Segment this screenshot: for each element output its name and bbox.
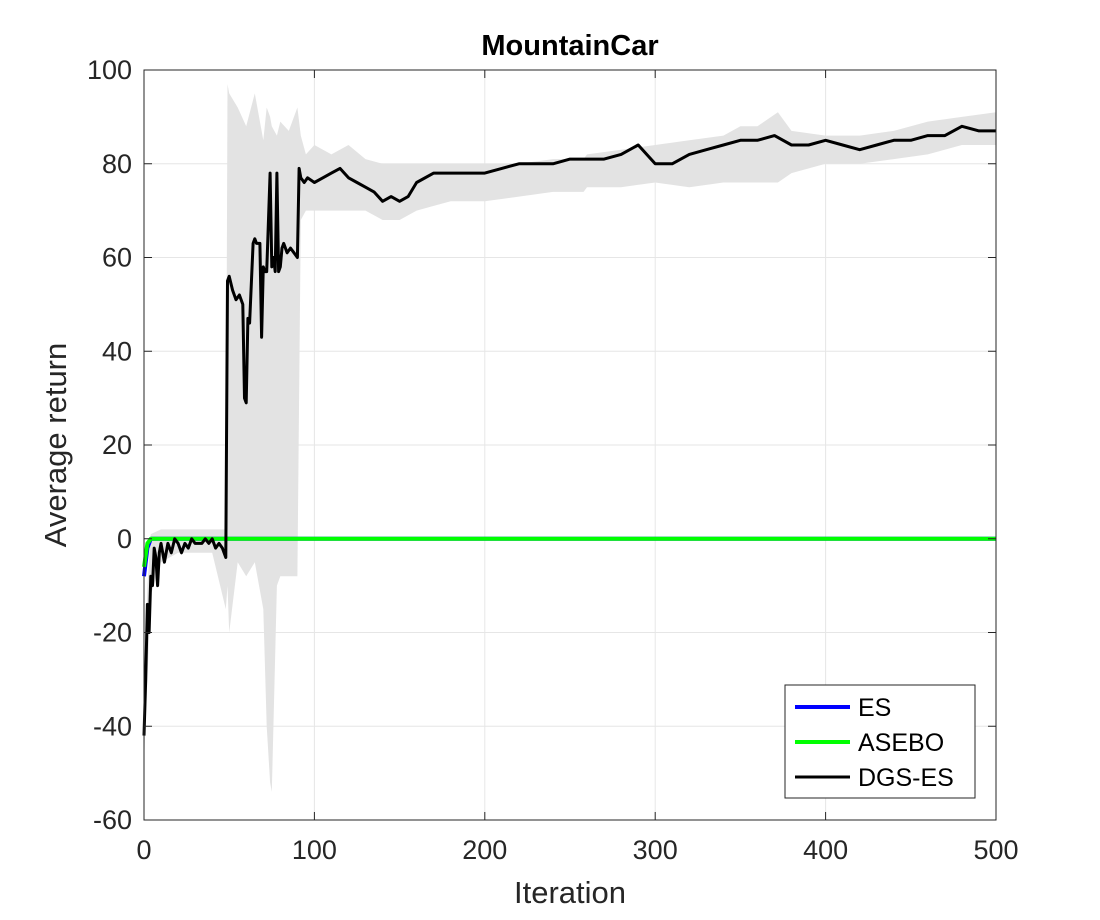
x-tick-label: 200 bbox=[462, 835, 507, 865]
legend-label-es: ES bbox=[858, 694, 891, 722]
legend-label-dgs-es: DGS-ES bbox=[858, 764, 954, 792]
y-tick-label: 100 bbox=[87, 55, 132, 85]
shaded-band-layer bbox=[144, 84, 996, 792]
legend-label-asebo: ASEBO bbox=[858, 729, 944, 757]
series-layer bbox=[142, 124, 996, 736]
y-tick-label: 80 bbox=[102, 149, 132, 179]
legend: ES ASEBO DGS-ES bbox=[784, 684, 976, 799]
axis-ticks: 0 100 200 300 400 500 -60 -40 -20 0 20 40 60 80 100 bbox=[87, 55, 1019, 865]
series-line-asebo bbox=[142, 536, 996, 568]
y-axis-label: Average return bbox=[38, 343, 73, 548]
y-tick-label: 20 bbox=[102, 430, 132, 460]
dgs-es-confidence-band bbox=[144, 84, 996, 792]
x-axis-label: Iteration bbox=[514, 875, 626, 910]
y-tick-label: -20 bbox=[93, 618, 132, 648]
y-tick-label: -60 bbox=[93, 805, 132, 835]
x-tick-label: 300 bbox=[633, 835, 678, 865]
chart-title: MountainCar bbox=[481, 30, 658, 62]
x-tick-label: 100 bbox=[292, 835, 337, 865]
y-tick-label: 60 bbox=[102, 243, 132, 273]
y-tick-label: 40 bbox=[102, 336, 132, 366]
y-tick-label: -40 bbox=[93, 711, 132, 741]
x-tick-label: 400 bbox=[803, 835, 848, 865]
y-tick-label: 0 bbox=[117, 524, 132, 554]
x-tick-label: 500 bbox=[973, 835, 1018, 865]
x-tick-label: 0 bbox=[136, 835, 151, 865]
series-line-dgs-es bbox=[142, 124, 996, 736]
